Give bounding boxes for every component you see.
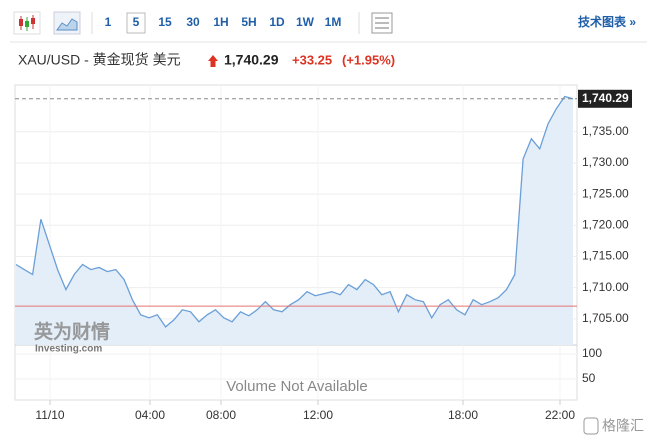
volume-tick-label: 100: [582, 346, 602, 360]
y-tick-label: 1,715.00: [582, 249, 629, 263]
y-tick-label: 1,705.00: [582, 311, 629, 325]
source-logo: 格隆汇: [602, 418, 644, 434]
tech-chart-link[interactable]: 技术图表 »: [578, 14, 636, 29]
interval-button[interactable]: 1M: [325, 15, 342, 29]
price-line: [15, 95, 574, 328]
watermark-sub: Investing.com: [35, 344, 102, 355]
y-tick-label: 1,730.00: [582, 155, 629, 169]
interval-button[interactable]: 1: [105, 15, 112, 29]
x-tick-label: 11/10: [35, 408, 64, 422]
y-tick-label: 1,720.00: [582, 217, 629, 231]
plot-frame: [14, 84, 578, 401]
area-fill: [16, 96, 573, 345]
interval-button[interactable]: 5H: [241, 15, 256, 29]
y-tick-label: 1,725.00: [582, 186, 629, 200]
y-tick-label: 1,710.00: [582, 280, 629, 294]
toolbar: 技术图表 »: [13, 11, 636, 35]
interval-button[interactable]: 1W: [296, 15, 315, 29]
price: 1,740.29: [224, 52, 279, 68]
change-pct: (+1.95%): [342, 52, 395, 67]
up-arrow: [208, 55, 218, 67]
x-tick-label: 04:00: [135, 408, 165, 422]
last-price-box: [578, 89, 632, 108]
volume-note: Volume Not Available: [226, 378, 367, 395]
interval-button[interactable]: 1H: [213, 15, 228, 29]
logo-badge: [583, 417, 599, 435]
interval-button[interactable]: 30: [186, 15, 200, 29]
watermark: 英为财情: [34, 320, 110, 343]
x-tick-label: 12:00: [303, 408, 333, 422]
change: +33.25: [292, 52, 332, 67]
interval-button[interactable]: 5: [133, 15, 140, 29]
x-tick-label: 22:00: [545, 408, 575, 422]
x-tick-label: 08:00: [206, 408, 236, 422]
x-tick-label: 18:00: [448, 408, 478, 422]
y-tick-label: 1,735.00: [582, 124, 629, 138]
last-price-label: 1,740.29: [582, 91, 629, 105]
symbol: XAU/USD - 黄金现货 美元: [18, 52, 181, 68]
selected-interval: [126, 12, 146, 34]
volume-tick-label: 50: [582, 371, 596, 385]
interval-button[interactable]: 15: [158, 15, 172, 29]
interval-button[interactable]: 1D: [269, 15, 285, 29]
